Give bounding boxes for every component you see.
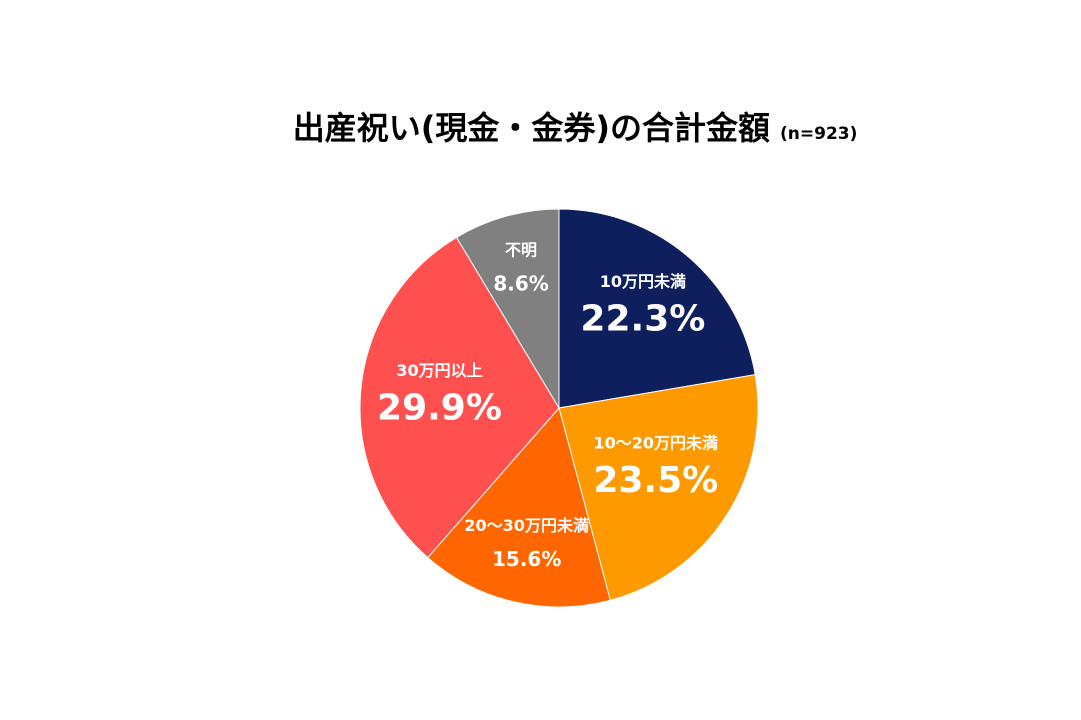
pie-slice	[359, 236, 560, 559]
pie-slice	[427, 406, 611, 608]
slice-value-label: 29.9%	[377, 387, 502, 428]
pie-slice	[558, 374, 759, 601]
slice-label: 30万円以上	[396, 361, 482, 380]
slice-value-label: 8.6%	[493, 272, 548, 296]
pie-slice	[455, 208, 560, 410]
slice-label: 10～20万円未満	[593, 434, 718, 453]
slice-value-label: 23.5%	[593, 460, 718, 501]
slice-value-label: 22.3%	[580, 299, 705, 340]
slice-label: 10万円未満	[600, 272, 686, 291]
slice-value-label: 15.6%	[492, 547, 561, 571]
slice-label: 20～30万円未満	[464, 516, 589, 535]
chart-subtitle: (n=923)	[780, 124, 857, 144]
chart-title: 出産祝い(現金・金券)の合計金額	[293, 109, 770, 147]
pie-slice	[558, 208, 756, 409]
slice-label: 不明	[505, 241, 537, 260]
